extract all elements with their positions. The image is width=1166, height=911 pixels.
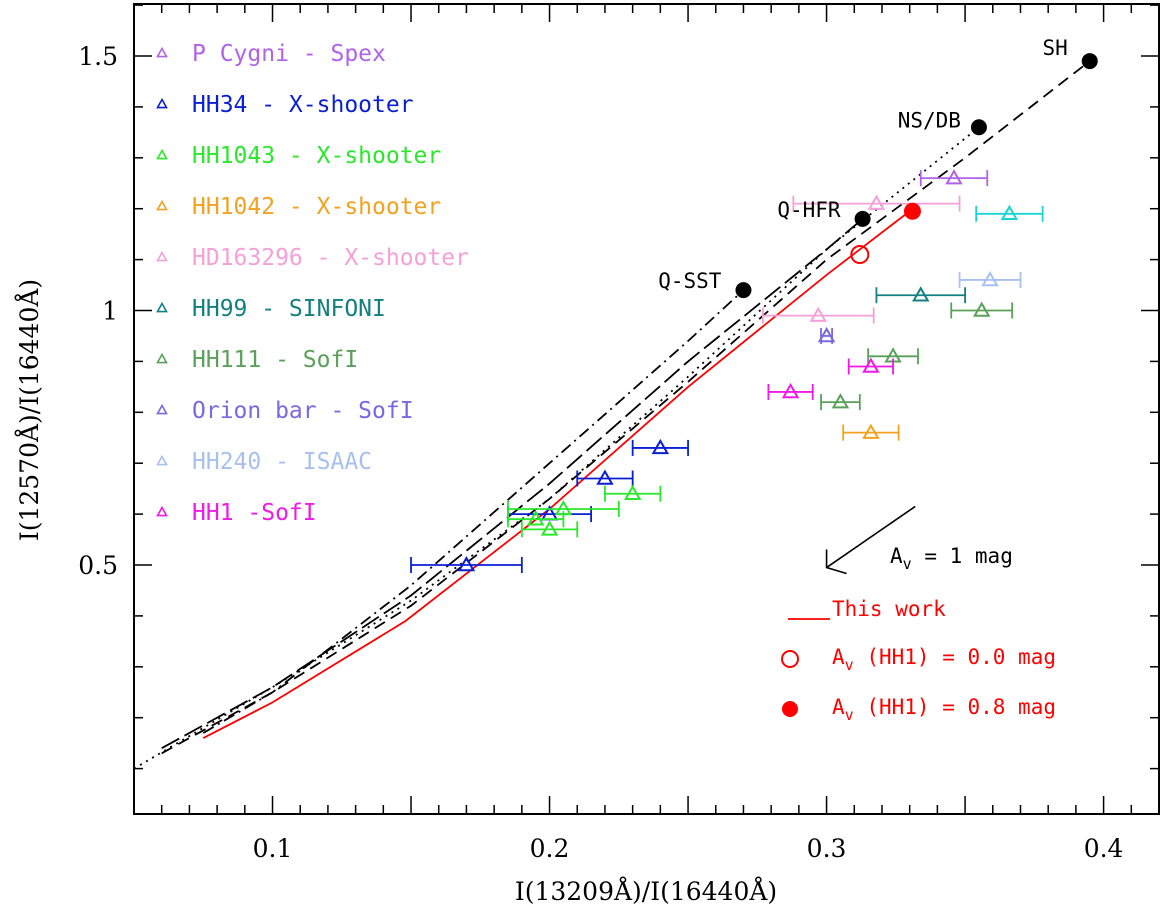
legend-label: HH99 - SINFONI <box>192 296 386 322</box>
legend-marker <box>156 46 168 58</box>
plot-frame <box>133 3 1160 815</box>
data-point <box>912 286 930 302</box>
axes-ticks: 0.1 0.2 0.3 0.4 0.5 1 1.5 <box>78 4 1160 863</box>
x-tick-label: 0.4 <box>1084 834 1124 863</box>
legend-entry: HH240 - ISAAC <box>156 449 372 475</box>
y-tick-label: 0.5 <box>78 551 118 580</box>
legend-label: HH111 - SofI <box>192 347 358 373</box>
x-axis-title: I(13209Å)/I(16440Å) <box>515 876 777 906</box>
data-point <box>540 520 559 536</box>
legend-marker <box>156 250 168 262</box>
this-work-filled-point <box>903 202 921 220</box>
legend-marker <box>156 301 168 313</box>
data-point <box>781 382 800 399</box>
model-endpoint <box>735 282 752 299</box>
legend-label: HH240 - ISAAC <box>192 449 372 475</box>
legend-label: P Cygni - Spex <box>192 41 386 67</box>
data-point <box>817 326 836 343</box>
legend: P Cygni - Spex HH34 - X-shooter HH1043 - X… <box>156 41 469 526</box>
key-open-marker <box>781 650 799 668</box>
legend-entry: HH1043 - X-shooter <box>156 143 441 169</box>
model-curves <box>133 60 1091 770</box>
model-label: SH <box>1042 36 1067 60</box>
legend-entry: P Cygni - Spex <box>156 41 386 67</box>
data-point <box>651 438 670 455</box>
data-point <box>457 555 476 572</box>
y-tick-label: 1 <box>102 297 118 326</box>
legend-entry: HH34 - X-shooter <box>156 92 414 118</box>
legend-marker <box>156 403 168 415</box>
data-point <box>596 469 614 485</box>
legend-entry: HD163296 - X-shooter <box>156 245 469 271</box>
data-point <box>862 357 880 373</box>
key-filled-marker <box>782 701 798 717</box>
legend-entry: HH1 -SofI <box>156 500 317 526</box>
data-point <box>981 270 999 287</box>
legend-marker <box>156 352 168 364</box>
y-tick-label: 1.5 <box>78 42 118 71</box>
data-point <box>945 169 963 185</box>
data-point <box>526 510 545 526</box>
legend-marker <box>156 505 168 517</box>
legend-marker <box>156 148 168 160</box>
observations: SH NS/DB Q-HFR Q-SST <box>410 36 1098 573</box>
legend-label: HH1043 - X-shooter <box>192 143 441 169</box>
model-label: NS/DB <box>898 108 961 132</box>
legend-label: HH1042 - X-shooter <box>192 194 441 220</box>
arrow-head <box>825 549 847 575</box>
y-axis-title: I(12570Å)/I(16440Å) <box>14 279 44 541</box>
x-tick-label: 0.3 <box>807 834 847 863</box>
extinction-label: Av = 1 mag <box>890 544 1013 573</box>
key-filled-label: Av (HH1) = 0.8 mag <box>832 695 1056 724</box>
data-point <box>809 306 827 322</box>
model-endpoint <box>1081 53 1098 70</box>
legend-label: Orion bar - SofI <box>192 398 414 424</box>
legend-marker <box>156 199 168 211</box>
extinction-arrow <box>826 505 916 569</box>
data-point <box>554 499 573 516</box>
legend-entry: Orion bar - SofI <box>156 398 414 424</box>
this-work-open-point <box>850 245 870 265</box>
annotations: Av = 1 mag This work Av (HH1) = 0.0 mag Av … <box>781 505 1056 724</box>
model-endpoint <box>854 210 871 227</box>
data-point <box>867 194 886 210</box>
x-tick-label: 0.1 <box>253 834 293 863</box>
x-tick-label: 0.2 <box>530 834 570 863</box>
legend-marker <box>156 454 168 466</box>
key-open-label: Av (HH1) = 0.0 mag <box>832 645 1056 674</box>
legend-label: HH1 -SofI <box>192 500 317 526</box>
legend-entry: HH99 - SINFONI <box>156 296 386 322</box>
model-label: Q-SST <box>658 269 722 293</box>
legend-label: HD163296 - X-shooter <box>192 245 469 271</box>
model-endpoint <box>970 119 987 136</box>
data-point <box>831 393 850 409</box>
model-curve <box>161 60 1091 755</box>
legend-entry: HH1042 - X-shooter <box>156 194 441 220</box>
model-label: Q-HFR <box>777 198 841 222</box>
data-point <box>862 423 880 439</box>
legend-label: HH34 - X-shooter <box>192 92 414 118</box>
legend-marker <box>156 97 168 109</box>
legend-entry: HH111 - SofI <box>156 347 358 373</box>
key-this-work-label: This work <box>832 597 946 621</box>
data-point <box>623 484 642 500</box>
data-point <box>1000 204 1019 221</box>
model-curve <box>202 289 745 734</box>
model-curve <box>161 218 864 749</box>
data-point <box>972 301 991 317</box>
